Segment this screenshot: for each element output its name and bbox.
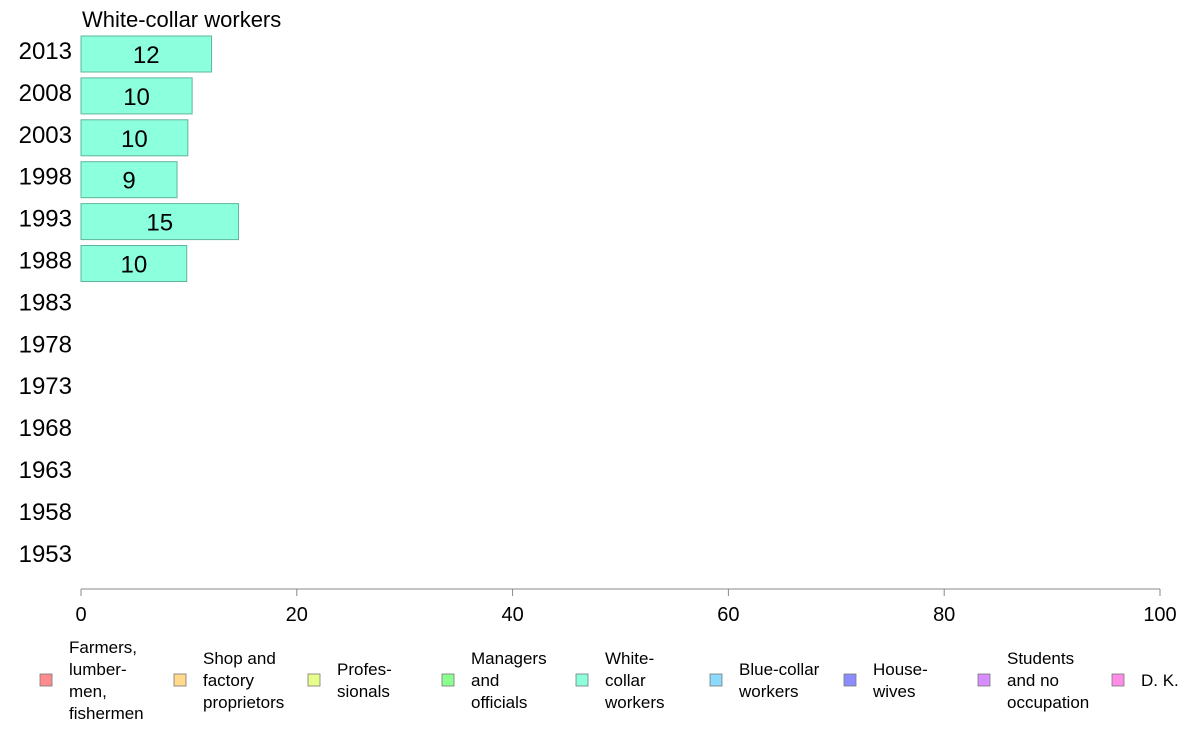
legend-label: Farmers, lumber-men, fishermen <box>69 638 144 723</box>
bar <box>80 161 178 199</box>
bar-value-label: 12 <box>133 42 160 69</box>
y-tick-label: 1963 <box>19 457 72 484</box>
legend-label: House-wives <box>872 660 928 701</box>
bar-value-label: 15 <box>146 210 173 237</box>
y-tick-label: 2008 <box>19 80 72 107</box>
y-tick-label: 1998 <box>19 164 72 191</box>
y-tick-label: 1953 <box>19 541 72 568</box>
bar <box>80 35 213 73</box>
y-tick-label: 1983 <box>19 289 72 316</box>
legend-swatch <box>709 673 723 687</box>
legend-swatch <box>575 673 589 687</box>
legend-item: House-wives <box>843 660 928 701</box>
y-tick-label: 1988 <box>19 248 72 275</box>
y-tick-label: 1968 <box>19 415 72 442</box>
legend-label: Shop and factory proprietors <box>203 649 284 712</box>
legend-item: Blue-collar workers <box>709 660 820 701</box>
x-tick-label: 80 <box>933 604 955 626</box>
legend-swatch <box>1111 673 1125 687</box>
bar-value-label: 10 <box>121 126 148 153</box>
bar <box>80 245 188 282</box>
x-tick-label: 0 <box>75 604 86 626</box>
legend-label: Profes-sionals <box>337 660 392 701</box>
bar <box>80 203 240 241</box>
legend-item: D. K. <box>1111 671 1179 690</box>
bar-value-label: 9 <box>122 168 135 195</box>
x-tick-label: 20 <box>286 604 308 626</box>
y-tick-label: 2013 <box>19 38 72 65</box>
legend-item: Farmers, lumber-men, fishermen <box>39 638 144 723</box>
legend-label: White-collar workers <box>604 649 665 712</box>
legend-swatch <box>843 673 857 687</box>
legend-item: White-collar workers <box>575 649 665 712</box>
legend-label: Managers and officials <box>471 649 547 712</box>
chart-title: White-collar workers <box>82 7 281 32</box>
legend-item: Shop and factory proprietors <box>173 649 284 712</box>
legend-swatch <box>39 673 53 687</box>
legend-swatch <box>173 673 187 687</box>
y-tick-label: 1993 <box>19 206 72 233</box>
y-tick-label: 1978 <box>19 331 72 358</box>
bar-value-label: 10 <box>123 84 150 111</box>
legend-swatch <box>307 673 321 687</box>
bar-value-label: 10 <box>121 252 148 279</box>
x-tick-label: 100 <box>1143 604 1176 626</box>
legend-label: D. K. <box>1141 671 1179 690</box>
legend-item: Profes-sionals <box>307 660 392 701</box>
legend-label: Students and no occupation <box>1007 649 1089 712</box>
bar <box>80 119 189 157</box>
legend-swatch <box>977 673 991 687</box>
legend-swatch <box>441 673 455 687</box>
y-tick-label: 1973 <box>19 373 72 400</box>
legend-item: Managers and officials <box>441 649 547 712</box>
legend-label: Blue-collar workers <box>738 660 820 701</box>
y-tick-label: 1958 <box>19 499 72 526</box>
y-tick-label: 2003 <box>19 122 72 149</box>
x-tick-label: 40 <box>501 604 523 626</box>
bar <box>80 77 193 115</box>
legend-item: Students and no occupation <box>977 649 1089 712</box>
x-tick-label: 60 <box>717 604 739 626</box>
